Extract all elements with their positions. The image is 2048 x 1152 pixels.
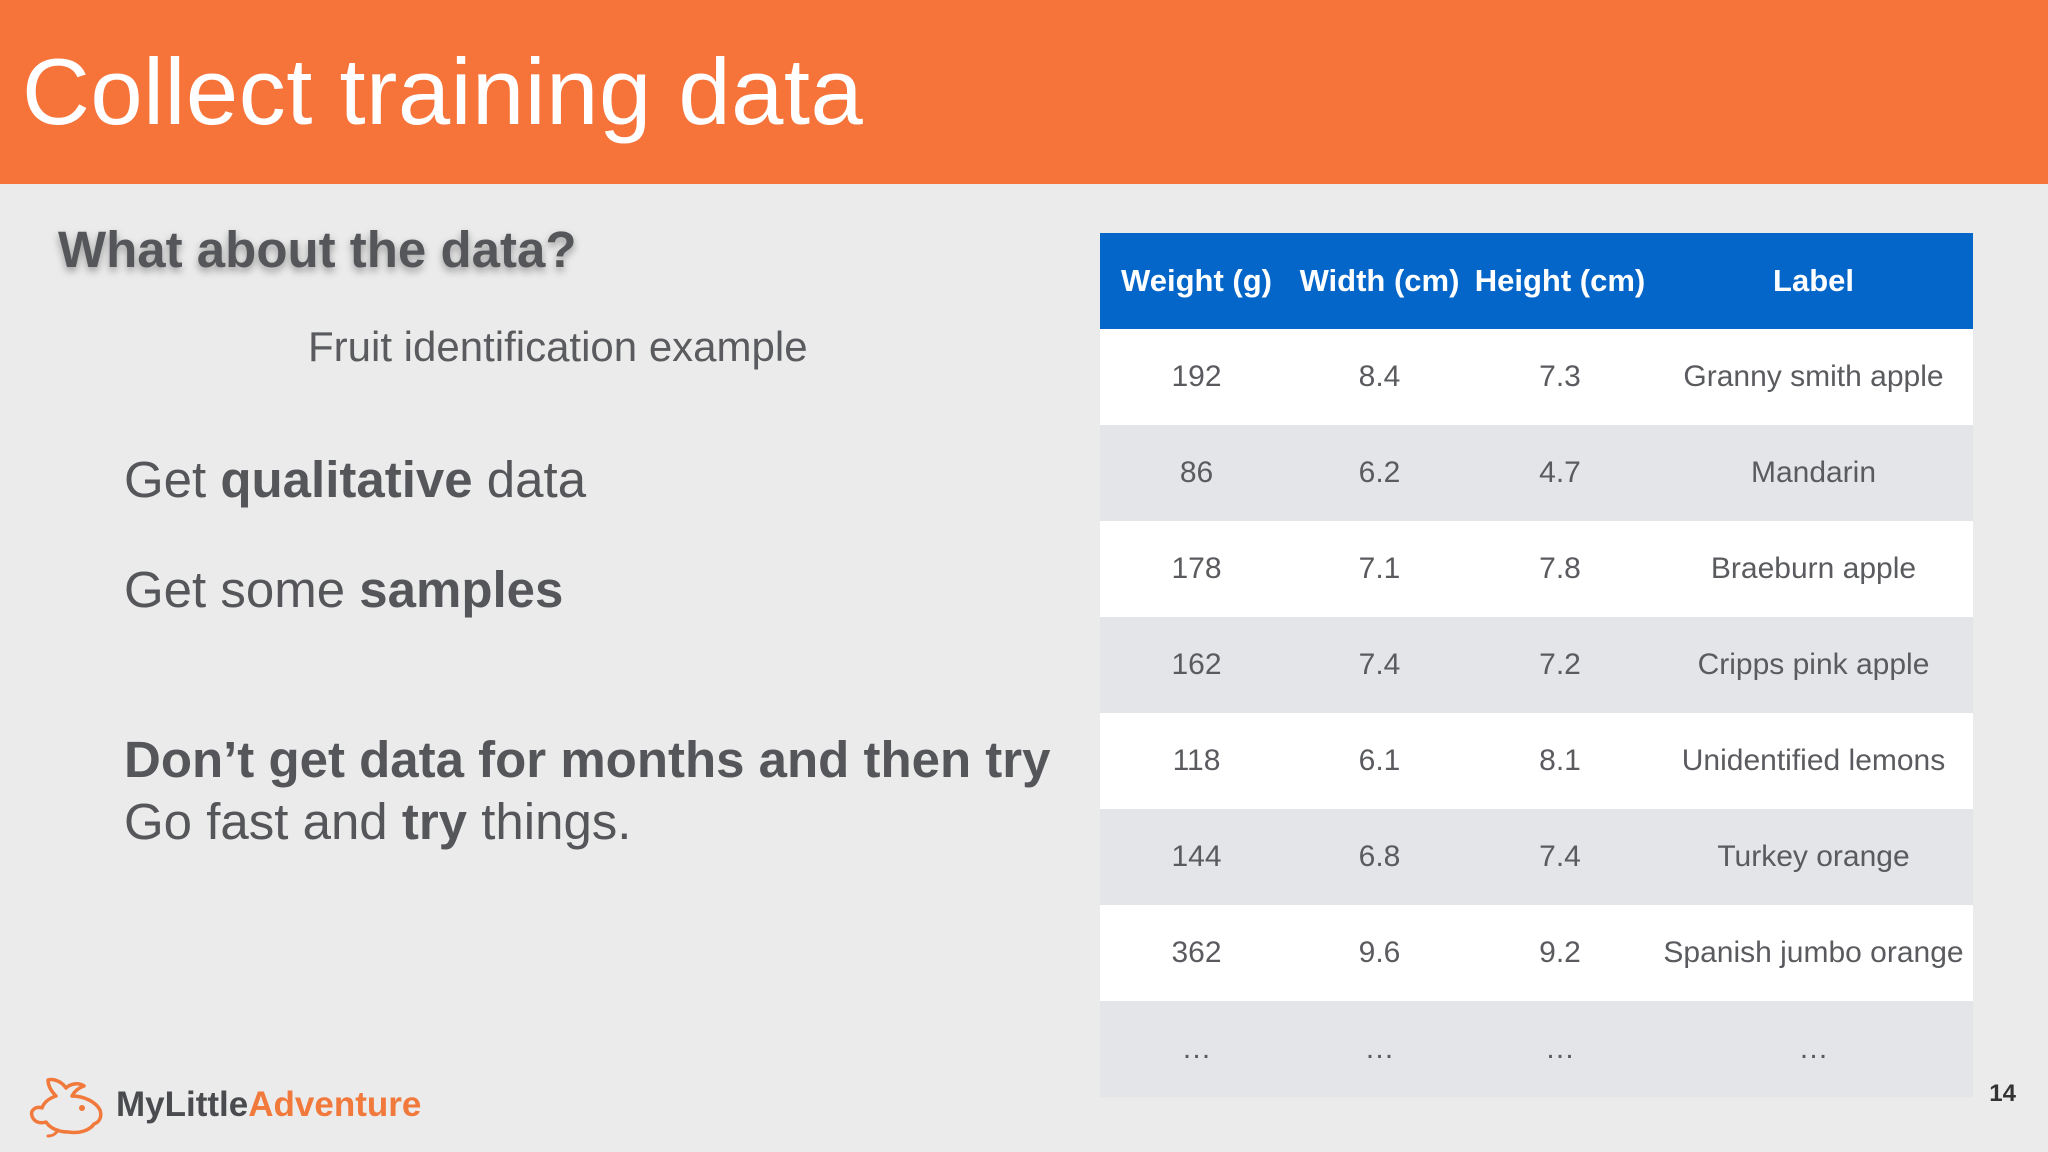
cell-label: Braeburn apple [1654, 521, 1973, 617]
cell-label: Spanish jumbo orange [1654, 905, 1973, 1001]
table-row: 162 7.4 7.2 Cripps pink apple [1100, 617, 1973, 713]
page-number: 14 [1989, 1080, 2016, 1107]
cell-label: Cripps pink apple [1654, 617, 1973, 713]
bullet-text: Get [124, 451, 221, 508]
bullet-bold-text: qualitative [220, 451, 473, 508]
cell-height: 7.2 [1466, 617, 1654, 713]
header-bar: Collect training data [0, 0, 2048, 184]
table-row: 118 6.1 8.1 Unidentified lemons [1100, 713, 1973, 809]
subtitle: Fruit identification example [308, 323, 808, 370]
cell-height: 4.7 [1466, 425, 1654, 521]
bullet-text: Go fast and [124, 793, 402, 850]
cell-weight: … [1100, 1001, 1293, 1097]
logo-text-part1: MyLittle [116, 1085, 249, 1124]
cell-width: … [1293, 1001, 1466, 1097]
logo-text-part2: Adventure [248, 1085, 422, 1124]
cell-label: … [1654, 1001, 1973, 1097]
cell-height: … [1466, 1001, 1654, 1097]
header-label: Label [1654, 233, 1973, 329]
cell-height: 8.1 [1466, 713, 1654, 809]
cell-height: 9.2 [1466, 905, 1654, 1001]
table-row: 86 6.2 4.7 Mandarin [1100, 425, 1973, 521]
table-row: 192 8.4 7.3 Granny smith apple [1100, 329, 1973, 425]
rabbit-logo-icon [29, 1077, 103, 1138]
cell-width: 6.1 [1293, 713, 1466, 809]
cell-width: 7.1 [1293, 521, 1466, 617]
bullet-bold-text: samples [359, 561, 564, 618]
section-heading: What about the data? [58, 221, 577, 278]
cell-weight: 178 [1100, 521, 1293, 617]
cell-weight: 192 [1100, 329, 1293, 425]
table-row: 178 7.1 7.8 Braeburn apple [1100, 521, 1973, 617]
bullet-qualitative: Get qualitative data [124, 450, 586, 509]
cell-label: Mandarin [1654, 425, 1973, 521]
header-weight: Weight (g) [1100, 233, 1293, 329]
cell-width: 8.4 [1293, 329, 1466, 425]
bullet-dont-wait: Don’t get data for months and then try [124, 731, 1051, 788]
table-row: 144 6.8 7.4 Turkey orange [1100, 809, 1973, 905]
cell-width: 9.6 [1293, 905, 1466, 1001]
bullet-samples: Get some samples [124, 560, 563, 619]
cell-height: 7.8 [1466, 521, 1654, 617]
cell-weight: 144 [1100, 809, 1293, 905]
table-row: 362 9.6 9.2 Spanish jumbo orange [1100, 905, 1973, 1001]
bullet-go-fast: Go fast and try things. [124, 792, 631, 851]
slide-title: Collect training data [22, 39, 864, 144]
bullet-text: Get some [124, 561, 360, 618]
cell-label: Granny smith apple [1654, 329, 1973, 425]
bullet-text: things. [467, 793, 632, 850]
bullet-bold-text: try [401, 793, 468, 850]
header-height: Height (cm) [1466, 233, 1654, 329]
cell-weight: 86 [1100, 425, 1293, 521]
cell-height: 7.4 [1466, 809, 1654, 905]
cell-width: 6.8 [1293, 809, 1466, 905]
cell-width: 7.4 [1293, 617, 1466, 713]
cell-weight: 162 [1100, 617, 1293, 713]
cell-label: Unidentified lemons [1654, 713, 1973, 809]
fruit-data-table: Weight (g) Width (cm) Height (cm) Label … [1100, 233, 1973, 1097]
table-header-row: Weight (g) Width (cm) Height (cm) Label [1100, 233, 1973, 329]
cell-weight: 362 [1100, 905, 1293, 1001]
company-logo: MyLittleAdventure [28, 1072, 421, 1138]
table-row: … … … … [1100, 1001, 1973, 1097]
cell-label: Turkey orange [1654, 809, 1973, 905]
cell-width: 6.2 [1293, 425, 1466, 521]
bullet-text: data [472, 451, 587, 508]
cell-weight: 118 [1100, 713, 1293, 809]
logo-text: MyLittleAdventure [116, 1085, 421, 1125]
header-width: Width (cm) [1293, 233, 1466, 329]
cell-height: 7.3 [1466, 329, 1654, 425]
